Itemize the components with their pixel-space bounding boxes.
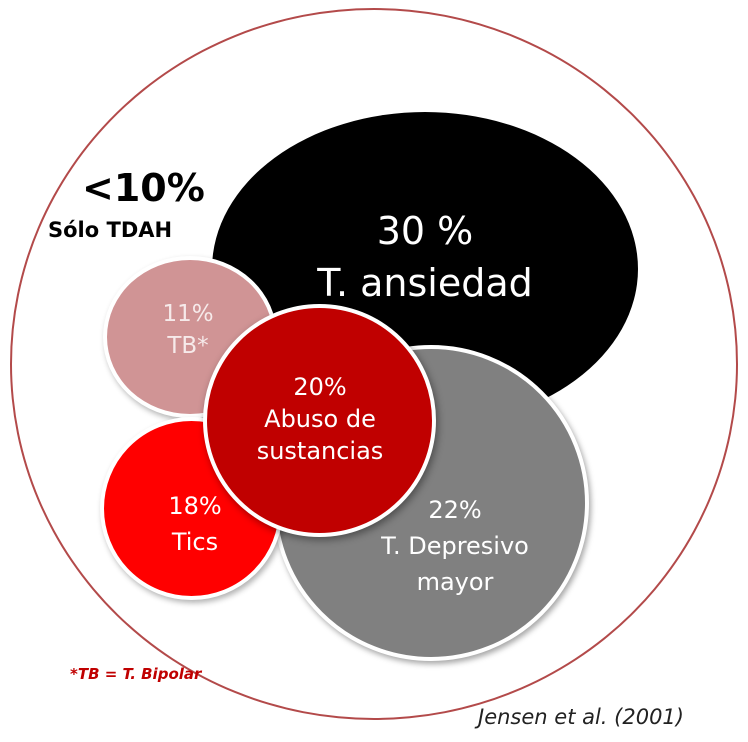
substance-pct: 20% bbox=[293, 373, 347, 401]
depression-text-line1: T. Depresivo bbox=[381, 532, 529, 560]
anxiety-text: T. ansiedad bbox=[317, 261, 533, 305]
tics-text: Tics bbox=[171, 528, 219, 556]
citation: Jensen et al. (2001) bbox=[478, 705, 684, 729]
depression-label: 22% T. Depresivo mayor bbox=[355, 492, 555, 600]
only-adhd-label: Sólo TDAH bbox=[48, 218, 173, 242]
depression-pct: 22% bbox=[428, 496, 482, 524]
only-adhd-pct: <10% bbox=[82, 166, 205, 210]
bipolar-text: TB* bbox=[167, 333, 209, 359]
tics-label: 18% Tics bbox=[120, 488, 270, 560]
footnote: *TB = T. Bipolar bbox=[70, 665, 202, 683]
anxiety-label: 30 % T. ansiedad bbox=[250, 205, 600, 309]
substance-label: 20% Abuso de sustancias bbox=[218, 371, 422, 467]
depression-text-line2: mayor bbox=[416, 568, 494, 596]
bipolar-label: 11% TB* bbox=[118, 298, 258, 362]
bipolar-pct: 11% bbox=[162, 301, 214, 327]
substance-circle bbox=[203, 304, 436, 537]
substance-text-line1: Abuso de bbox=[264, 405, 376, 433]
anxiety-pct: 30 % bbox=[376, 209, 474, 253]
tics-pct: 18% bbox=[168, 492, 222, 520]
substance-text-line2: sustancias bbox=[256, 437, 384, 465]
